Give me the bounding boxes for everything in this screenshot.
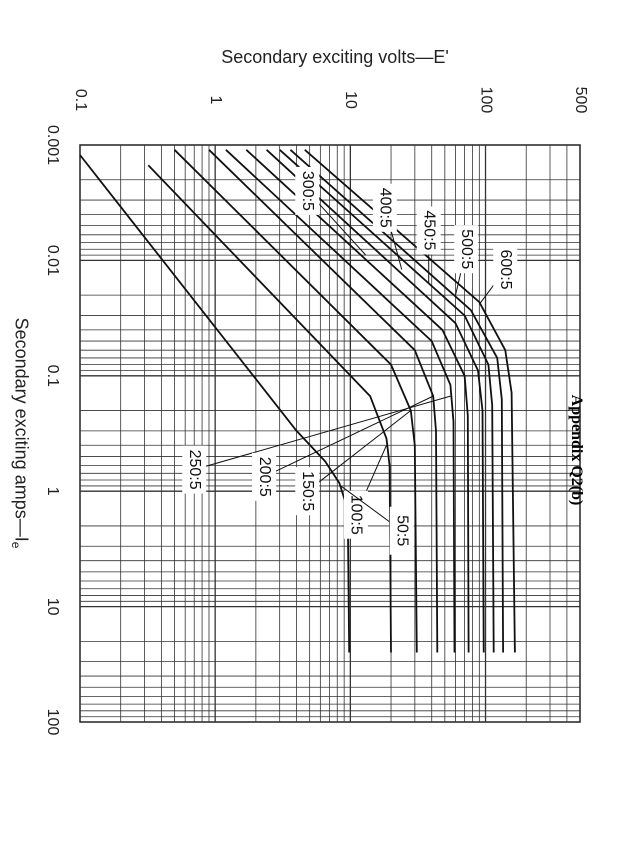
x-tick-label: 100 [44, 709, 61, 736]
curve-100-5 [147, 164, 392, 653]
label-background [252, 452, 277, 501]
plot-frame [79, 144, 581, 723]
label-background [343, 490, 368, 539]
y-tick-label: 1 [207, 96, 224, 105]
curve-label: 150:5 [299, 471, 316, 511]
x-tick-label: 1 [44, 487, 61, 496]
label-background [493, 245, 518, 294]
y-tick-label: 100 [477, 87, 494, 114]
curve-label: 100:5 [348, 495, 365, 535]
label-background [454, 225, 479, 274]
x-tick-label: 0.1 [44, 365, 61, 387]
curves [79, 149, 516, 653]
y-axis-title: Secondary exciting volts—E' [221, 47, 449, 67]
curve-label: 250:5 [186, 450, 203, 490]
curve-250-5 [225, 149, 456, 653]
curve-label: 500:5 [458, 229, 475, 269]
appendix-label: Appendix Q2(b) [568, 394, 585, 506]
curve-500-5 [289, 149, 504, 653]
curve-400-5 [265, 149, 485, 653]
label-leader [263, 395, 434, 478]
x-axis-title-subscript: e [9, 542, 23, 549]
curve-450-5 [279, 149, 495, 653]
label-background [295, 467, 320, 516]
label-background [182, 445, 207, 494]
curve-200-5 [208, 149, 439, 653]
label-background [372, 183, 397, 232]
x-tick-label: 10 [44, 598, 61, 616]
grid-lines [80, 145, 580, 722]
label-leader [306, 410, 412, 492]
curve-label: 300:5 [299, 171, 316, 211]
label-background [416, 206, 441, 255]
x-tick-label: 0.001 [44, 125, 61, 165]
curve-150-5 [173, 149, 418, 653]
curve-300-5 [245, 149, 470, 653]
label-background [389, 506, 414, 555]
x-tick-label: 0.01 [44, 245, 61, 276]
y-tick-label: 10 [342, 91, 359, 109]
label-background [295, 166, 320, 215]
x-axis-title: Secondary exciting amps—Ie [9, 318, 31, 549]
curve-label: 400:5 [377, 188, 394, 228]
curve-label: 50:5 [394, 515, 411, 546]
curve-label: 600:5 [497, 250, 514, 290]
curve-label: 450:5 [420, 210, 437, 250]
curve-labels: 600:5 500:5 450:5 400:5 300:5 250:5 200:5 150:5… [182, 166, 518, 555]
y-tick-label: 0.1 [72, 89, 89, 111]
y-tick-label: 500 [572, 87, 589, 114]
curve-label: 200:5 [256, 457, 273, 497]
